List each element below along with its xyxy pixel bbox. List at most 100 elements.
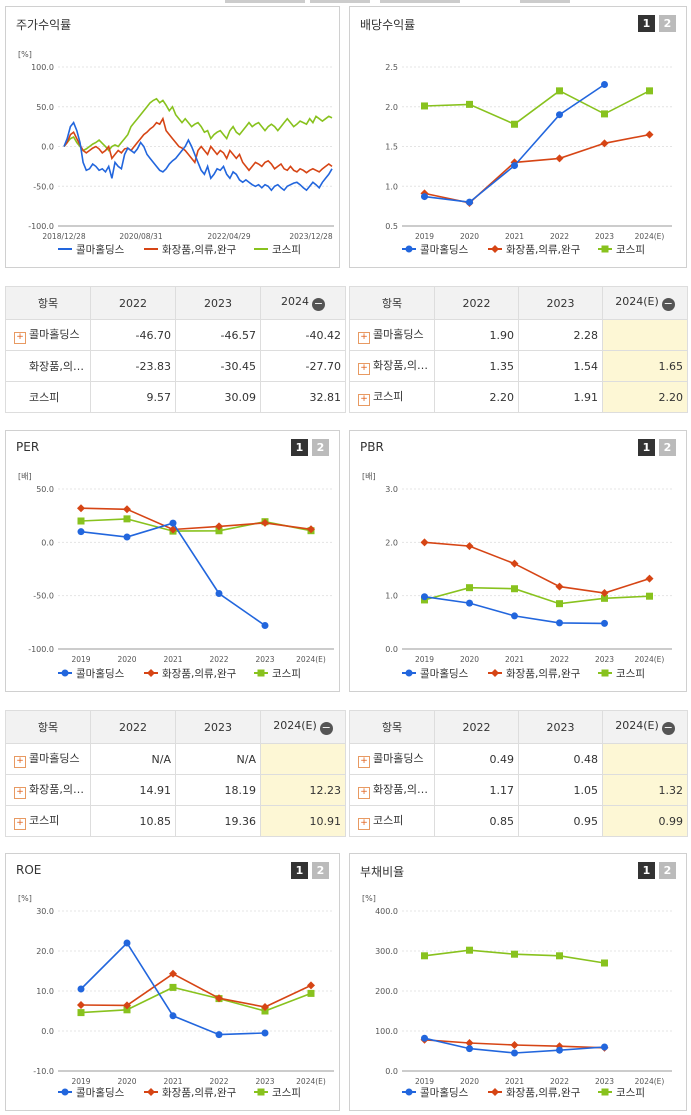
legend-label[interactable]: 콜마홀딩스 [420,667,469,680]
y-tick-label: 1.0 [385,592,398,601]
value-cell: -46.57 [175,319,261,351]
column-header-label: 2024(E) [273,719,317,732]
value-cell: 14.91 [90,774,176,806]
collapse-icon[interactable]: − [312,297,325,311]
toggle-1-button[interactable]: 1 [291,439,308,456]
expand-icon[interactable]: + [14,818,26,830]
row-label: 콜마홀딩스 [373,752,424,765]
legend-label[interactable]: 콜마홀딩스 [76,1086,125,1099]
value-cell: 1.32 [602,774,688,806]
data-point [600,139,609,148]
y-tick-label: 10.0 [36,987,54,996]
collapse-icon[interactable]: − [319,721,333,735]
toggle-1-button[interactable]: 1 [638,15,655,32]
unit-label: [%] [18,50,32,59]
legend-label[interactable]: 화장품,의류,완구 [506,667,581,680]
expand-icon[interactable]: + [358,818,370,830]
data-point [555,154,564,163]
expand-icon[interactable]: + [358,756,370,768]
value-cell: 0.48 [518,743,603,775]
data-point [510,1041,519,1049]
data-point [511,120,518,128]
data-point [123,515,131,523]
data-point [511,1049,518,1057]
legend-label[interactable]: 화장품,의류,완구 [506,1086,581,1099]
collapse-icon[interactable]: − [661,297,675,311]
value-cell: 1.65 [602,350,688,382]
row-label: 화장품,의… [373,783,428,796]
data-point [466,946,473,954]
expand-icon[interactable]: + [14,787,26,799]
pbr-chart: [배] 3.0 2.0 1.0 0.0 2019 2020 2021 2022 2023 2024(… [362,472,672,680]
series-line-sector [80,972,312,1008]
top-stub [520,0,570,3]
row-label: 화장품,의… [29,360,84,373]
data-point [646,87,653,95]
price-return-panel: 주가수익률 [%] 100.0 50.0 0.0 -50.0 -100.0 2018/12/… [5,6,340,268]
x-tick-label: 2021 [163,1077,182,1086]
top-stub [380,0,460,3]
legend-label[interactable]: 코스피 [616,668,645,680]
legend-label[interactable]: 코스피 [272,1087,301,1099]
legend-label[interactable]: 코스피 [616,244,645,256]
toggle-1-button[interactable]: 1 [291,862,308,879]
column-header-label: 2022 [462,720,491,734]
expand-icon[interactable]: + [358,787,370,799]
y-tick-label: 0.0 [41,1027,54,1036]
toggle-1-button[interactable]: 1 [638,439,655,456]
data-point [601,959,608,967]
data-point [261,1029,269,1037]
toggle-2-button[interactable]: 2 [659,15,676,32]
column-header-label: 2022 [119,720,147,734]
value-cell: 1.54 [518,350,603,382]
view-toggle: 1 2 [638,862,676,879]
collapse-icon[interactable]: − [661,721,675,735]
data-point [556,619,563,627]
expand-icon[interactable]: + [358,394,370,406]
toggle-2-button[interactable]: 2 [659,862,676,879]
toggle-2-button[interactable]: 2 [312,862,329,879]
legend-marker [257,1088,265,1096]
legend-label[interactable]: 화장품,의류,완구 [506,243,581,256]
x-tick-label: 2023 [595,1077,614,1086]
legend-label[interactable]: 코스피 [272,668,301,680]
legend-label[interactable]: 화장품,의류,완구 [162,1086,237,1099]
row-label: 코스피 [373,814,404,827]
legend-label[interactable]: 콜마홀딩스 [420,243,469,256]
legend-label[interactable]: 화장품,의류,완구 [162,243,237,256]
series-line-sector [424,541,650,594]
pbr-table: 항목 2022 2023 2024(E) − + 콜마홀딩스 0.49 0.48 + 화장품,의… 1… [349,710,688,837]
legend-label[interactable]: 화장품,의류,완구 [162,667,237,680]
column-header: 항목 [5,710,91,744]
x-tick-label: 2019 [71,655,90,664]
series-line-sector [63,116,333,174]
toggle-1-button[interactable]: 1 [638,862,655,879]
column-header: 2022 [434,710,519,744]
expand-icon[interactable]: + [358,332,370,344]
data-point [601,80,608,88]
data-point [123,939,131,947]
toggle-2-button[interactable]: 2 [659,439,676,456]
y-tick-label: 200.0 [375,987,398,996]
data-point [601,110,608,118]
price-return-table: 항목 2022 2023 2024− + 콜마홀딩스 -46.70 -46.57 -40.42 화… [5,286,346,413]
legend-label[interactable]: 코스피 [272,244,301,256]
x-tick-label: 2022 [550,655,569,664]
data-point [169,1012,177,1020]
toggle-2-button[interactable]: 2 [312,439,329,456]
expand-icon[interactable]: + [358,363,370,375]
column-header-label: 2023 [546,720,575,734]
legend-label[interactable]: 콜마홀딩스 [76,243,125,256]
table-row: + 코스피 0.85 0.95 0.99 [349,805,688,837]
expand-icon[interactable]: + [14,332,26,344]
x-tick-label: 2020 [117,655,136,664]
data-point [511,162,518,170]
value-cell: -30.45 [175,350,261,382]
column-header: 2023 [518,710,603,744]
legend-label[interactable]: 코스피 [616,1087,645,1099]
y-tick-label: -10.0 [33,1067,54,1076]
expand-icon[interactable]: + [14,756,26,768]
value-cell: 12.23 [260,774,346,806]
legend-label[interactable]: 콜마홀딩스 [76,667,125,680]
legend-label[interactable]: 콜마홀딩스 [420,1086,469,1099]
